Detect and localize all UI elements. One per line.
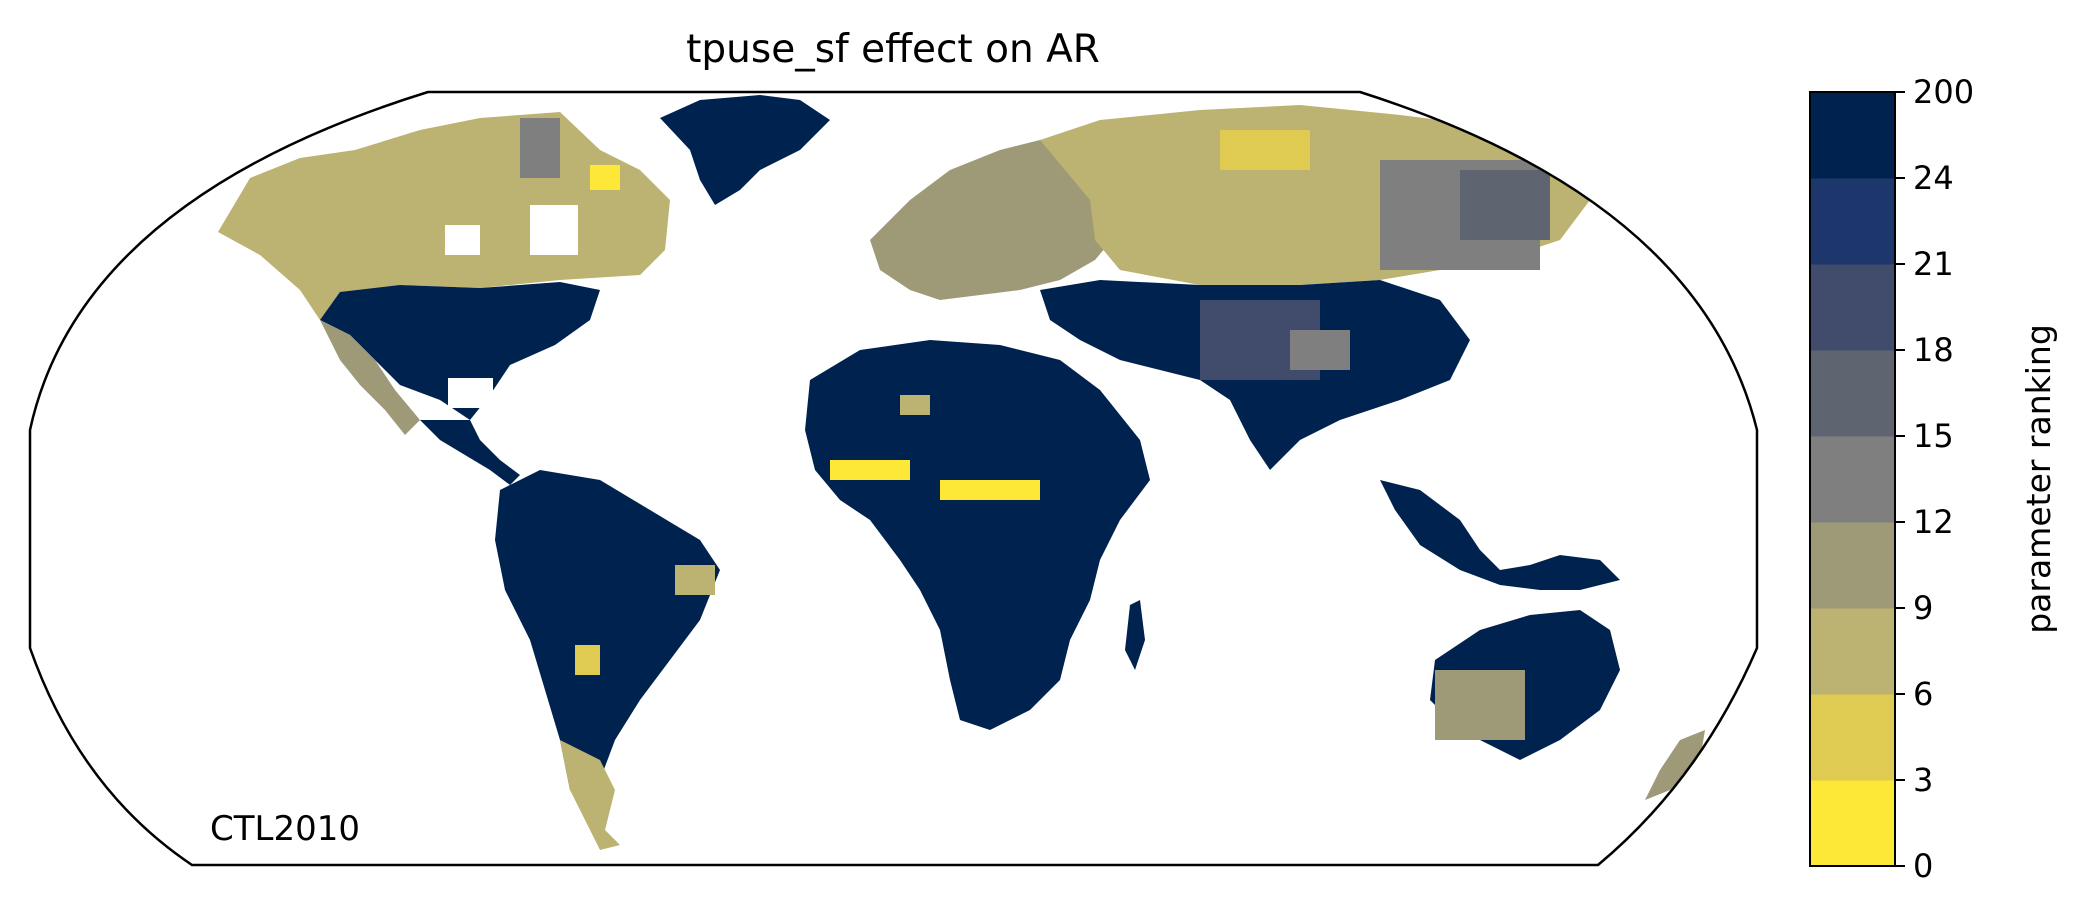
colorbar-segment: [1810, 608, 1895, 695]
colorbar-ticks: 0 3 6 9 12 15 18 21 24 200: [1895, 73, 1974, 885]
hudson-bay: [445, 225, 480, 255]
europe: [870, 140, 1120, 300]
new-zealand: [1645, 730, 1705, 800]
australia-west: [1435, 670, 1525, 740]
gulf-of-mexico: [448, 378, 493, 408]
colorbar-segment: [1810, 780, 1895, 867]
south-america-south: [560, 740, 620, 850]
sahara-patch: [900, 395, 930, 415]
colorbar-tick-label: 15: [1913, 417, 1954, 455]
colorbar-label: parameter ranking: [2019, 324, 2058, 634]
north-america-south: [320, 282, 600, 420]
southeast-asia: [1380, 480, 1620, 590]
colorbar-segment: [1810, 694, 1895, 781]
sahel-yellow-east: [940, 480, 1040, 500]
map-panel: [28, 90, 1759, 867]
central-america: [420, 420, 520, 485]
colorbar-tick-label: 12: [1913, 503, 1954, 541]
south-america: [495, 470, 720, 810]
africa: [805, 340, 1150, 730]
sa-east-patch: [675, 565, 715, 595]
land-cells: [218, 95, 1705, 850]
greenland: [660, 95, 830, 205]
colorbar-tick-label: 24: [1913, 159, 1954, 197]
colorbar-segment: [1810, 436, 1895, 523]
sahel-yellow: [830, 460, 910, 480]
colorbar-tick-label: 21: [1913, 245, 1954, 283]
colorbar-frame: [1809, 91, 1896, 867]
tibet-gray: [1290, 330, 1350, 370]
colorbar-tick-label: 0: [1913, 847, 1933, 885]
map-frame: [28, 90, 1759, 867]
colorbar-segment: [1810, 92, 1895, 179]
colorbar-tick-label: 3: [1913, 761, 1933, 799]
colorbar-segment: [1810, 178, 1895, 265]
hudson-bay-south: [530, 205, 578, 255]
colorbar-segments: [1810, 92, 1895, 867]
colorbar-tick-label: 200: [1913, 73, 1974, 111]
panel-label: CTL2010: [210, 809, 360, 849]
map-title: tpuse_sf effect on AR: [686, 27, 1100, 72]
canada-yellow-patch: [590, 165, 620, 190]
madagascar: [1125, 600, 1145, 670]
colorbar: 0 3 6 9 12 15 18 21 24 200 parameter ranking: [1809, 73, 2058, 885]
colorbar-tick-label: 18: [1913, 331, 1954, 369]
sa-yellow-patch: [575, 645, 600, 675]
colorbar-segment: [1810, 350, 1895, 437]
colorbar-tick-label: 9: [1913, 589, 1933, 627]
far-east-gray: [1460, 170, 1550, 240]
colorbar-segment: [1810, 522, 1895, 609]
canada-gray-patch: [520, 118, 560, 178]
north-america-west: [320, 320, 420, 435]
colorbar-segment: [1810, 264, 1895, 351]
siberia-yellow: [1220, 130, 1310, 170]
colorbar-tick-label: 6: [1913, 675, 1933, 713]
